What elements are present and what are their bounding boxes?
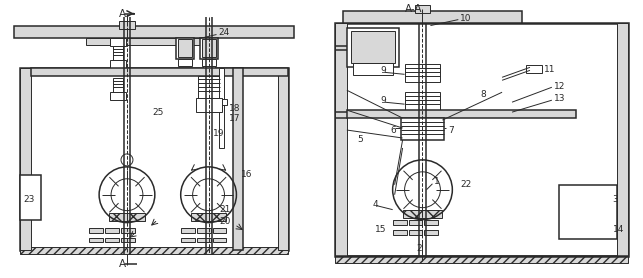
Text: 17: 17 xyxy=(228,114,240,123)
Bar xyxy=(176,38,194,59)
Bar xyxy=(89,228,103,232)
Bar xyxy=(119,21,135,29)
Bar xyxy=(559,185,617,239)
Text: 10: 10 xyxy=(460,14,472,23)
Text: A-A: A-A xyxy=(404,4,422,14)
Bar xyxy=(19,247,288,254)
Text: 16: 16 xyxy=(241,170,253,179)
Bar xyxy=(393,230,406,235)
Bar xyxy=(113,78,123,92)
Bar xyxy=(105,228,119,232)
Bar xyxy=(335,23,628,256)
Bar xyxy=(19,68,32,250)
Text: 7: 7 xyxy=(448,126,454,135)
Bar xyxy=(181,237,195,242)
Bar xyxy=(343,11,522,23)
Bar xyxy=(110,92,126,100)
Text: 8: 8 xyxy=(480,90,486,99)
Bar xyxy=(32,68,288,76)
Text: 2: 2 xyxy=(417,244,422,253)
Bar xyxy=(424,220,439,225)
Bar xyxy=(401,118,444,140)
Text: 9: 9 xyxy=(381,66,386,75)
Bar xyxy=(219,68,224,148)
Bar xyxy=(353,63,393,75)
Bar xyxy=(110,60,126,68)
Bar xyxy=(177,39,192,58)
Bar xyxy=(403,210,442,218)
Text: 19: 19 xyxy=(213,128,224,138)
Bar xyxy=(121,237,135,242)
Text: 1: 1 xyxy=(435,177,440,186)
Text: 14: 14 xyxy=(613,225,624,234)
Text: 23: 23 xyxy=(24,195,35,204)
Text: A: A xyxy=(119,259,126,269)
Bar xyxy=(197,76,219,98)
Text: 6: 6 xyxy=(391,126,396,135)
Bar xyxy=(347,110,575,118)
Bar xyxy=(213,237,226,242)
Bar xyxy=(347,28,399,67)
Text: 13: 13 xyxy=(554,94,565,103)
Bar xyxy=(105,237,119,242)
Bar xyxy=(14,26,294,38)
Bar xyxy=(335,23,347,256)
Text: 4: 4 xyxy=(373,200,378,209)
Bar xyxy=(181,228,195,232)
Bar xyxy=(121,228,135,232)
Bar xyxy=(404,92,440,110)
Bar xyxy=(203,66,215,72)
Bar xyxy=(215,99,228,105)
Text: 18: 18 xyxy=(228,104,240,113)
Bar xyxy=(110,38,126,46)
Text: 9: 9 xyxy=(381,96,386,105)
Bar xyxy=(197,228,210,232)
Bar xyxy=(202,39,215,58)
Text: 12: 12 xyxy=(554,82,565,91)
Bar xyxy=(113,46,123,60)
Bar xyxy=(19,68,288,250)
Bar xyxy=(197,237,210,242)
Bar xyxy=(526,65,542,73)
Bar xyxy=(424,230,439,235)
Bar xyxy=(199,38,217,59)
Bar xyxy=(233,68,244,250)
Bar xyxy=(335,256,628,263)
Text: 25: 25 xyxy=(153,108,164,117)
Bar xyxy=(109,213,145,220)
Bar xyxy=(278,68,288,250)
Bar xyxy=(351,31,395,63)
Bar xyxy=(415,5,430,13)
Bar xyxy=(89,237,103,242)
Bar xyxy=(19,175,41,220)
Bar xyxy=(202,59,215,66)
Bar xyxy=(195,98,221,112)
Text: 15: 15 xyxy=(375,225,386,234)
Text: A: A xyxy=(119,9,126,19)
Text: 3: 3 xyxy=(613,195,619,204)
Bar xyxy=(191,213,226,220)
Text: 5: 5 xyxy=(357,135,363,145)
Bar xyxy=(177,59,192,66)
Text: 24: 24 xyxy=(219,28,230,37)
Bar xyxy=(393,220,406,225)
Bar xyxy=(86,38,215,46)
Text: 22: 22 xyxy=(460,180,471,189)
Bar xyxy=(408,220,422,225)
Bar xyxy=(408,230,422,235)
Bar xyxy=(404,64,440,82)
Text: 11: 11 xyxy=(544,65,556,74)
Text: 20: 20 xyxy=(219,217,231,226)
Text: 21: 21 xyxy=(219,205,231,214)
Bar xyxy=(213,228,226,232)
Bar xyxy=(617,23,628,256)
